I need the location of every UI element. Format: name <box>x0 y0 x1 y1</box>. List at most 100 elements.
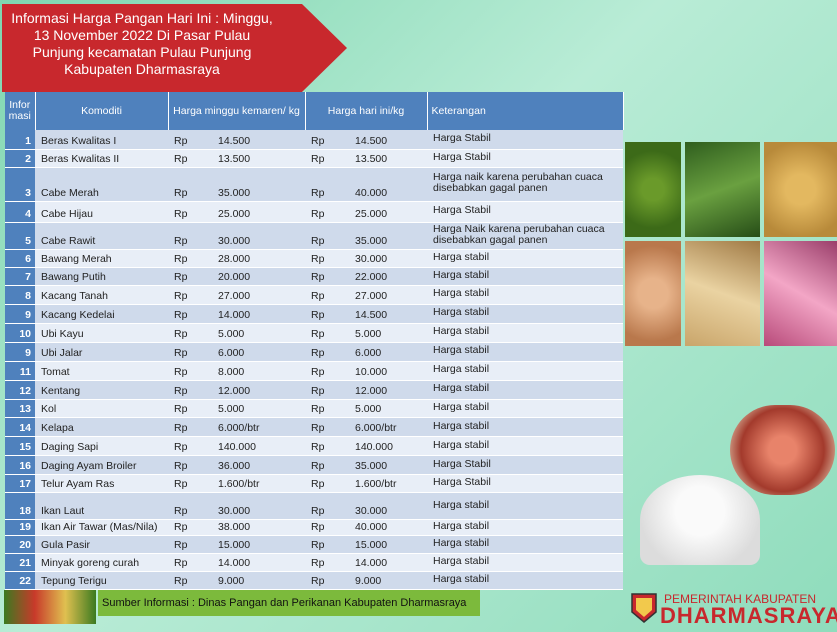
currency: Rp <box>311 134 325 147</box>
currency: Rp <box>174 384 188 397</box>
price: 40.000 <box>355 186 388 199</box>
remark: Harga stabil <box>427 417 623 438</box>
currency: Rp <box>311 460 325 473</box>
logo-emblem <box>631 593 657 623</box>
table-row: 20 Gula Pasir Rp 15.000 Rp 15.000 Harga stabil <box>5 535 623 555</box>
price-cell: Rp 15.000 <box>168 535 305 555</box>
price-cell: Rp 14.000 <box>305 553 427 573</box>
commodity: Kelapa <box>35 417 168 438</box>
price: 6.000 <box>218 346 245 359</box>
row-number: 2 <box>5 149 35 168</box>
row-number: 16 <box>5 455 35 476</box>
price: 5.000 <box>218 327 245 340</box>
remark: Harga stabil <box>427 304 623 324</box>
row-number: 13 <box>5 399 35 418</box>
table-row: 4 Cabe Hijau Rp 25.000 Rp 25.000 Harga Stabil <box>5 201 623 223</box>
commodity: Ubi Kayu <box>35 323 168 343</box>
price: 15.000 <box>355 539 388 552</box>
commodity: Daging Ayam Broiler <box>35 455 168 476</box>
currency: Rp <box>311 384 325 397</box>
price-cell: Rp 36.000 <box>168 455 305 476</box>
price-cell: Rp 14.000 <box>168 553 305 573</box>
food-image <box>640 475 760 565</box>
currency: Rp <box>174 134 188 147</box>
currency: Rp <box>311 346 325 359</box>
price: 6.000 <box>355 346 382 359</box>
price-cell: Rp 14.500 <box>305 304 427 324</box>
price-cell: Rp 30.000 <box>168 492 305 521</box>
table-row: 9 Kacang Kedelai Rp 14.000 Rp 14.500 Harga sta… <box>5 304 623 324</box>
logo-text: PEMERINTAH KABUPATEN <box>664 592 817 606</box>
row-number: 3 <box>5 167 35 202</box>
food-image <box>685 142 760 237</box>
food-image <box>625 142 681 237</box>
commodity: Kol <box>35 399 168 418</box>
price-cell: Rp 5.000 <box>168 323 305 343</box>
price-cell: Rp 40.000 <box>305 167 427 202</box>
price-cell: Rp 9.000 <box>305 571 427 591</box>
currency: Rp <box>311 327 325 340</box>
price: 25.000 <box>355 207 388 220</box>
price-cell: Rp 9.000 <box>168 571 305 591</box>
table-row: 13 Kol Rp 5.000 Rp 5.000 Harga stabil <box>5 399 623 418</box>
price: 140.000 <box>355 441 393 454</box>
remark: Harga Stabil <box>427 201 623 223</box>
remark: Harga stabil <box>427 285 623 305</box>
price: 35.000 <box>218 186 251 199</box>
price-cell: Rp 1.600/btr <box>168 474 305 494</box>
row-number: 6 <box>5 249 35 268</box>
price-cell: Rp 6.000 <box>168 342 305 362</box>
price: 27.000 <box>218 289 251 302</box>
remark: Harga Stabil <box>427 474 623 494</box>
commodity: Telur Ayam Ras <box>35 474 168 494</box>
currency: Rp <box>311 557 325 570</box>
commodity: Cabe Merah <box>35 167 168 202</box>
price-cell: Rp 25.000 <box>305 201 427 223</box>
row-number: 22 <box>5 571 35 591</box>
commodity: Tomat <box>35 361 168 381</box>
food-image <box>4 590 96 624</box>
price: 14.500 <box>355 134 388 147</box>
currency: Rp <box>174 441 188 454</box>
price: 30.000 <box>355 252 388 265</box>
logo-text: DHARMASRAYA <box>660 603 837 628</box>
remark: Harga stabil <box>427 571 623 591</box>
row-number: 17 <box>5 474 35 494</box>
currency: Rp <box>311 289 325 302</box>
table-row: 18 Ikan Laut Rp 30.000 Rp 30.000 Harga stabil <box>5 492 623 521</box>
commodity: Kentang <box>35 380 168 400</box>
column-header: Komoditi <box>35 92 169 130</box>
price: 1.600/btr <box>355 478 397 491</box>
remark: Harga stabil <box>427 535 623 555</box>
remark: Harga stabil <box>427 267 623 286</box>
commodity: Cabe Rawit <box>35 222 168 250</box>
commodity: Ikan Air Tawar (Mas/Nila) <box>35 519 168 537</box>
price: 15.000 <box>218 539 251 552</box>
food-image <box>730 405 835 495</box>
price-cell: Rp 14.000 <box>168 304 305 324</box>
commodity: Cabe Hijau <box>35 201 168 223</box>
currency: Rp <box>311 441 325 454</box>
currency: Rp <box>311 308 325 321</box>
table-row: 17 Telur Ayam Ras Rp 1.600/btr Rp 1.600/btr Ha… <box>5 474 623 494</box>
price: 14.000 <box>218 308 251 321</box>
price: 30.000 <box>218 505 251 518</box>
price-cell: Rp 12.000 <box>168 380 305 400</box>
food-image <box>625 241 681 346</box>
currency: Rp <box>311 252 325 265</box>
row-number: 1 <box>5 130 35 150</box>
commodity: Daging Sapi <box>35 436 168 457</box>
currency: Rp <box>311 422 325 435</box>
commodity: Minyak goreng curah <box>35 553 168 573</box>
commodity: Tepung Terigu <box>35 571 168 591</box>
price-cell: Rp 25.000 <box>168 201 305 223</box>
commodity: Kacang Tanah <box>35 285 168 305</box>
table-row: 5 Cabe Rawit Rp 30.000 Rp 35.000 Harga Naik ka… <box>5 222 623 250</box>
commodity: Gula Pasir <box>35 535 168 555</box>
row-number: 20 <box>5 535 35 555</box>
price: 1.600/btr <box>218 478 260 491</box>
currency: Rp <box>311 270 325 283</box>
price-cell: Rp 22.000 <box>305 267 427 286</box>
currency: Rp <box>174 289 188 302</box>
table-row: 10 Ubi Kayu Rp 5.000 Rp 5.000 Harga stabil <box>5 323 623 343</box>
